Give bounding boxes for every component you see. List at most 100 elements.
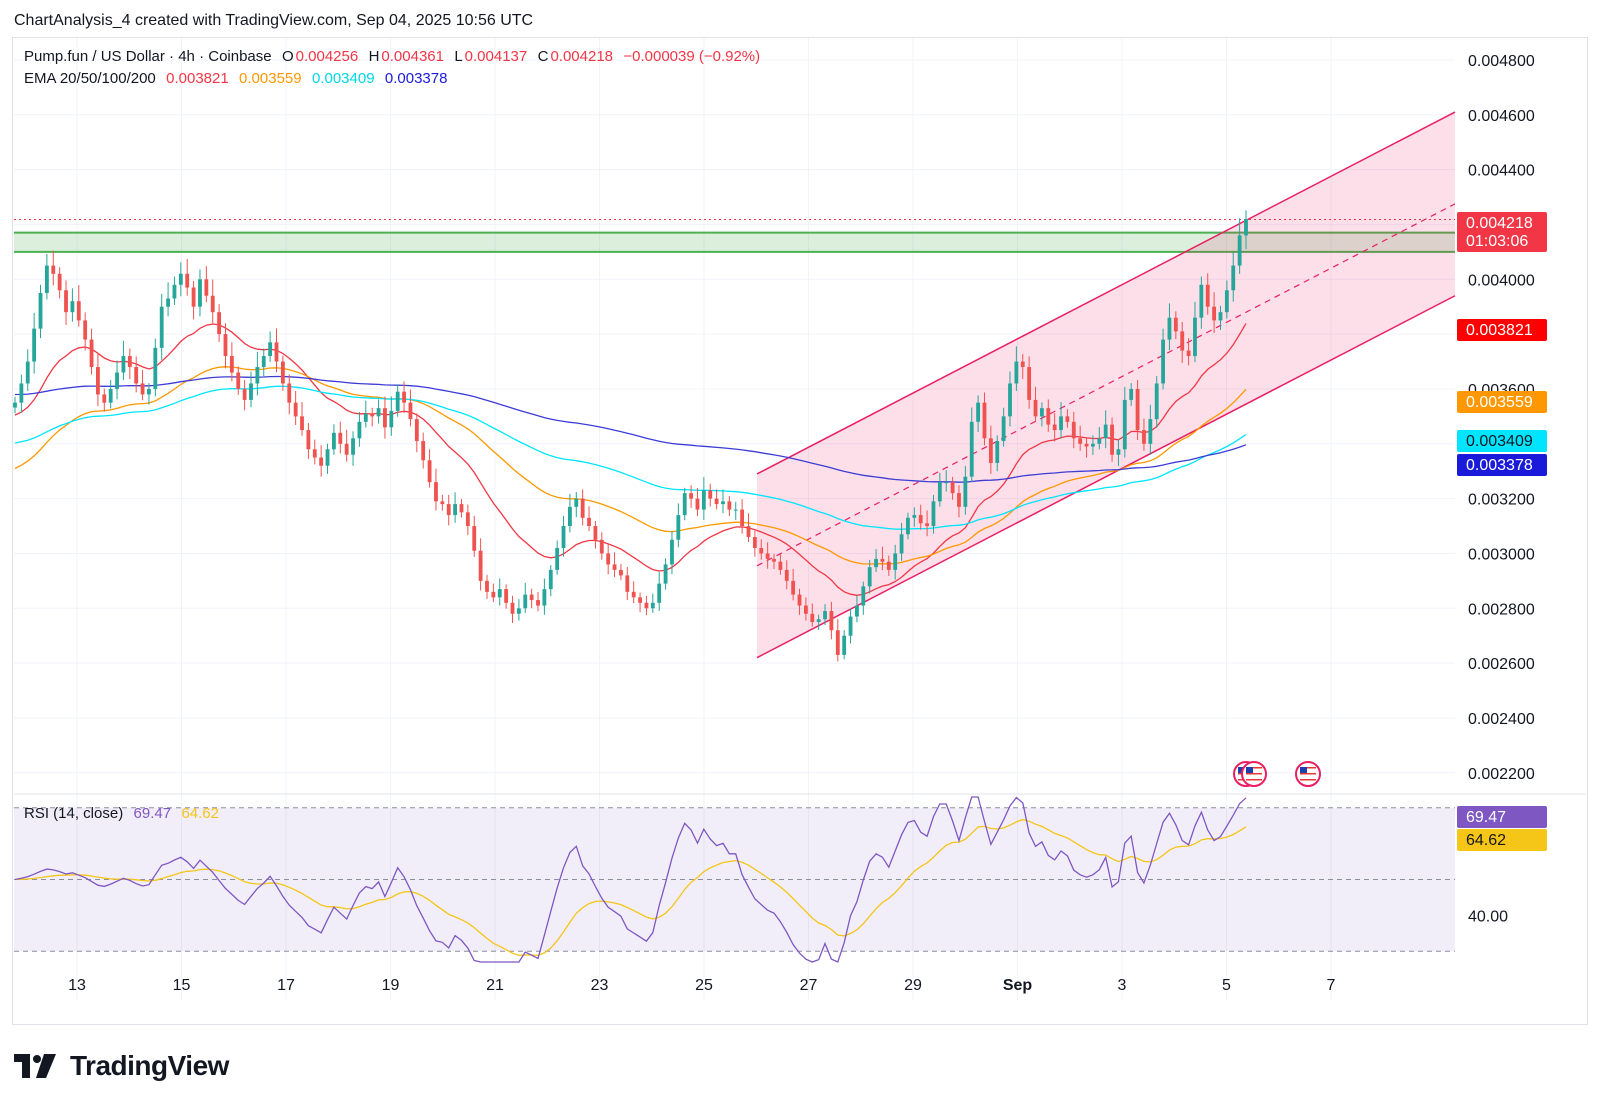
candle-body [848,616,853,636]
candle-body [957,493,961,507]
rsi-ma-line [14,818,1247,957]
candle-body [178,273,183,285]
candle-body [38,292,43,329]
candle-body [1001,416,1006,442]
candle-body [166,298,170,307]
candle-body [1186,350,1191,357]
candle-body [261,356,266,368]
rsi-line [14,796,1247,963]
candle-body [721,501,725,505]
candle-body [395,391,400,411]
candle-body [1173,317,1178,332]
candle-body [1046,408,1051,425]
y-tick-label: 0.003200 [1468,492,1535,509]
candle-body [555,547,560,570]
open-value: 0.004256 [295,48,359,65]
candle-body [127,356,132,368]
candle-body [714,498,719,505]
candle-body [1097,438,1102,444]
low-value: 0.004137 [464,48,528,65]
candle-body [472,526,477,551]
candle-body [465,512,470,527]
y-tick-label: 0.004400 [1468,163,1535,180]
x-tick-label: 5 [1222,977,1231,994]
price-tag-rsi-ma-bg [1457,829,1547,851]
candle-body [880,558,885,562]
symbol-name: Pump.fun / US Dollar · 4h · Coinbase [24,48,272,65]
candle-body [650,602,655,609]
event-flag-icon-canton [1246,767,1253,773]
candle-body [268,342,273,357]
tradingview-logo[interactable]: TradingView [14,1050,229,1082]
candle-body [191,287,196,307]
event-flag-icon-stripe [1300,770,1316,772]
candle-body [950,482,955,494]
event-flag-icon-canton [1238,767,1245,773]
candle-body [676,515,681,540]
ema50-value: 0.003559 [239,70,302,87]
x-tick-label: 21 [486,977,504,994]
candle-body [631,591,636,598]
candle-body [389,410,394,428]
candle-body [746,526,751,538]
symbol-legend: Pump.fun / US Dollar · 4h · Coinbase O 0.… [24,48,762,65]
candle-body [497,589,502,598]
rsi-label: RSI (14, close) [24,805,124,822]
price-tag-last-sub: 01:03:06 [1466,233,1528,250]
x-tick-label: 17 [277,977,295,994]
candle-body [1110,424,1114,455]
candle-body [765,553,770,559]
event-flag-icon-stripe [1300,779,1316,781]
price-tag-last: 0.004218 [1466,215,1533,232]
candle-body [1027,367,1032,400]
candle-body [906,517,910,535]
candle-body [115,372,119,389]
low-label: L [454,48,463,65]
candle-body [976,402,981,422]
candle-body [236,372,241,389]
candle-body [995,441,1000,463]
candle-body [434,482,438,502]
candle-body [108,388,113,403]
candle-body [25,361,30,384]
candle-body [670,539,674,565]
candle-body [816,619,821,623]
price-tag-ema20: 0.003821 [1466,322,1533,339]
candle-body [159,306,164,348]
y-tick-label: 0.004000 [1468,272,1535,289]
candle-body [516,608,521,614]
price-tag-rsi-ma: 64.62 [1466,832,1506,849]
candle-body [784,569,789,581]
candle-body [886,561,891,570]
y-tick-label: 0.002400 [1468,711,1535,728]
candle-body [1167,317,1172,340]
candle-body [363,413,368,422]
candle-body [485,580,489,592]
candle-body [931,501,936,527]
candle-body [988,438,993,463]
rsi-legend: RSI (14, close) 69.47 64.62 [24,805,221,822]
y-tick-label: 0.002200 [1468,766,1535,783]
candle-body [96,367,100,395]
candle-body [370,413,375,417]
candle-body [803,605,808,614]
candle-body [414,419,419,442]
price-tag-rsi: 69.47 [1466,809,1506,826]
candle-body [459,504,464,513]
candle-body [944,482,949,484]
candle-body [121,356,126,373]
candle-body [13,402,17,408]
candle-body [51,265,56,274]
candle-body [478,550,483,581]
candle-body [344,443,349,455]
candle-body [1020,361,1025,368]
candle-body [491,591,496,598]
candle-body [57,273,62,291]
chart-header-title: ChartAnalysis_4 created with TradingView… [14,12,534,29]
candle-body [1231,265,1236,291]
candle-body [1193,317,1197,357]
event-flag-icon-stripe [1300,767,1316,769]
candle-body [306,430,311,450]
candle-body [1199,284,1204,318]
